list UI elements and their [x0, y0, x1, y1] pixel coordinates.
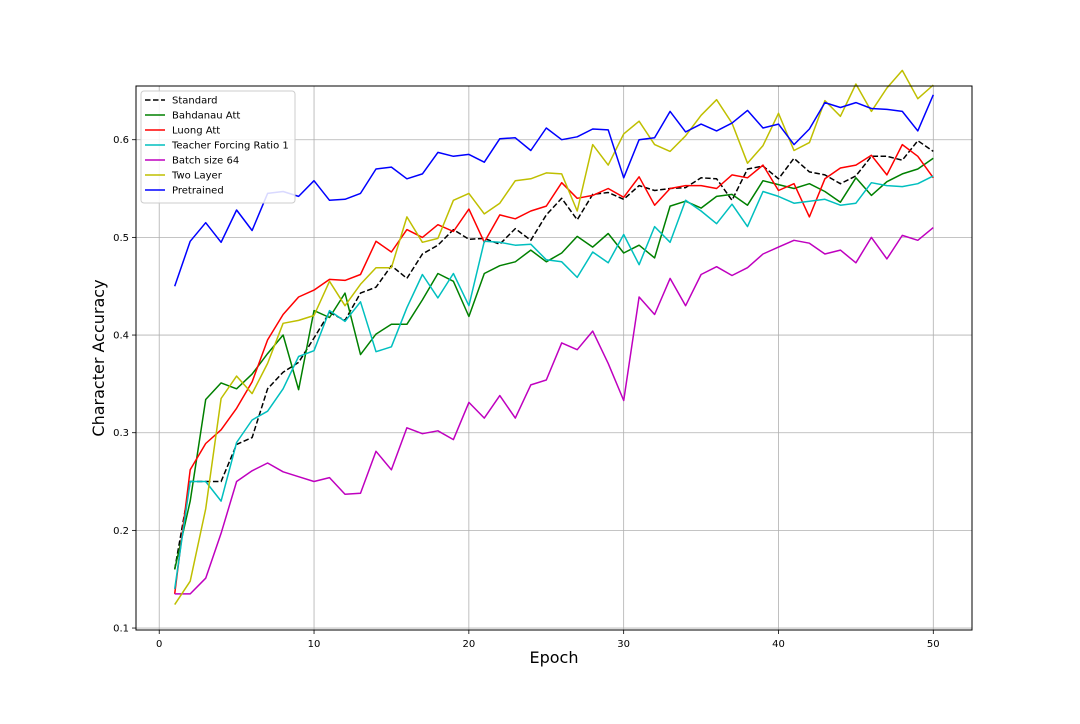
x-tick-label: 50 [927, 639, 940, 650]
x-tick-label: 40 [772, 639, 785, 650]
y-tick-label: 0.6 [113, 135, 129, 146]
legend-label-luong-att: Luong Att [172, 126, 220, 137]
legend-label-bahdanau-att: Bahdanau Att [172, 111, 240, 122]
y-tick-label: 0.3 [113, 428, 129, 439]
legend-label-two-layer: Two Layer [171, 171, 223, 182]
legend-label-batch-size-64: Batch size 64 [172, 156, 239, 167]
legend: Standard Bahdanau Att Luong Att Teacher For… [140, 90, 296, 204]
y-axis-label: Character Accuracy [89, 279, 108, 436]
legend-label-standard: Standard [172, 96, 218, 107]
y-tick-label: 0.5 [113, 233, 129, 244]
series-line-bahdanau-att [173, 157, 934, 570]
y-tick-label: 0.2 [113, 526, 129, 537]
x-tick-label: 0 [156, 639, 162, 650]
x-tick-label: 10 [308, 639, 321, 650]
x-axis-label: Epoch [530, 648, 579, 667]
series-line-batch-size-64 [174, 227, 934, 595]
x-tick-label: 30 [617, 639, 630, 650]
series-line-standard [173, 139, 934, 570]
plot-frame [135, 85, 973, 631]
y-tick-label: 0.1 [113, 624, 129, 635]
series-line-pretrained [173, 94, 934, 287]
series-lines [173, 69, 934, 606]
x-tick-label: 20 [462, 639, 475, 650]
legend-label-teacher-forcing-ratio-1: Teacher Forcing Ratio 1 [171, 141, 289, 152]
legend-box [140, 90, 296, 204]
series-line-two-layer [174, 69, 934, 606]
axis-ticks: 0 10 20 30 40 50 0.1 0.2 0.3 0.4 0.5 0.6 [113, 135, 940, 650]
series-line-teacher-forcing-ratio-1 [173, 175, 934, 590]
y-tick-label: 0.4 [113, 331, 129, 342]
series-line-luong-att [173, 143, 934, 594]
legend-label-pretrained: Pretrained [172, 186, 224, 197]
